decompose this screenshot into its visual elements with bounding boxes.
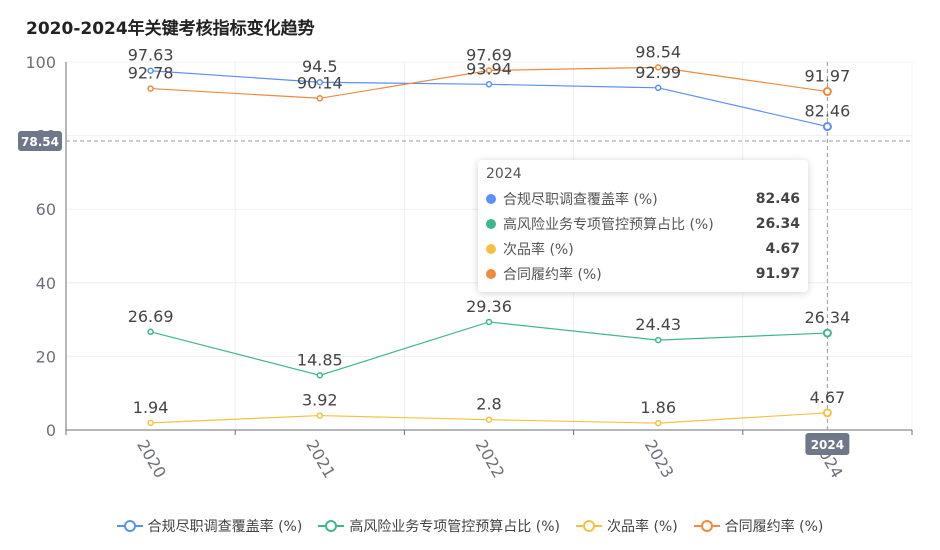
legend-label: 合同履约率 (%) — [724, 519, 824, 535]
data-label: 97.63 — [128, 46, 174, 65]
series-line — [150, 321, 828, 376]
y-tick-label: 20 — [36, 347, 56, 366]
data-label: 93.94 — [466, 59, 512, 78]
tooltip: 2024 合规尽职调查覆盖率 (%) 82.46 高风险业务专项管控预算占比 (… — [478, 160, 808, 292]
data-point — [147, 419, 154, 427]
data-label: 90.14 — [297, 73, 343, 92]
data-point — [147, 67, 154, 74]
data-label: 26.34 — [804, 308, 850, 327]
legend-line-icon — [318, 520, 345, 532]
crosshair-y-label: 78.54 — [21, 135, 59, 149]
data-label: 92.78 — [128, 64, 174, 83]
data-point — [822, 87, 832, 97]
x-tick-label: 2022 — [472, 437, 509, 482]
data-label: 91.97 — [804, 67, 850, 86]
data-label: 98.54 — [635, 42, 681, 61]
line-chart[interactable]: 02040608010020202021202220232024 78.5420… — [0, 0, 940, 510]
data-label: 1.86 — [640, 398, 676, 417]
crosshair-y-badge — [18, 130, 62, 151]
data-point — [485, 416, 493, 423]
chart-title: 2020-2024年关键考核指标变化趋势 — [26, 19, 315, 39]
data-label: 97.69 — [466, 46, 512, 65]
tooltip-row-name: 合同履约率 (%) — [503, 266, 602, 283]
legend-line-icon — [116, 520, 143, 532]
data-label: 26.69 — [128, 307, 174, 326]
legend-label: 合规尽职调查覆盖率 (%) — [147, 519, 303, 535]
tooltip-row: 合同履约率 (%) 91.97 — [486, 261, 800, 286]
tooltip-row-value: 4.67 — [765, 240, 800, 257]
crosshair: 78.54 2024 — [18, 62, 912, 455]
tooltip-row-name: 合规尽职调查覆盖率 (%) — [503, 191, 658, 208]
data-point — [147, 328, 154, 336]
data-label: 3.92 — [302, 391, 338, 410]
y-tick-label: 60 — [36, 200, 56, 219]
x-tick-label: 2021 — [302, 437, 339, 482]
tooltip-row-value: 26.34 — [755, 215, 800, 232]
data-label: 94.5 — [302, 57, 338, 76]
data-point — [485, 318, 493, 326]
y-tick-label: 0 — [46, 421, 56, 440]
data-point — [654, 336, 662, 344]
x-tick-label: 2020 — [133, 437, 170, 482]
tooltip-header: 2024 — [486, 166, 522, 182]
legend-item[interactable]: 次品率 (%) — [576, 516, 678, 536]
data-label: 14.85 — [297, 350, 343, 369]
legend-item[interactable]: 合同履约率 (%) — [693, 516, 824, 536]
legend-label: 次品率 (%) — [607, 519, 678, 535]
tooltip-row-name: 次品率 (%) — [503, 241, 574, 258]
data-label: 82.46 — [804, 102, 850, 121]
tooltip-row: 高风险业务专项管控预算占比 (%) 26.34 — [486, 211, 800, 236]
data-point — [654, 419, 662, 427]
crosshair-x-label: 2024 — [811, 438, 844, 452]
data-point — [654, 64, 662, 71]
data-point — [485, 81, 493, 88]
tooltip-row: 合规尽职调查覆盖率 (%) 82.46 — [486, 186, 800, 211]
data-label: 92.99 — [635, 63, 681, 82]
data-point — [147, 85, 154, 92]
tooltip-dot-icon — [486, 268, 496, 279]
tooltip-dot-icon — [486, 218, 496, 229]
tooltip-row-name: 高风险业务专项管控预算占比 (%) — [503, 216, 714, 233]
data-labels: 97.63 94.5 93.94 92.99 82.46 26.69 14.85 29.36 2… — [128, 42, 851, 417]
data-label: 2.8 — [476, 395, 501, 414]
data-point — [316, 412, 324, 419]
data-point — [316, 78, 324, 86]
legend-line-icon — [576, 520, 602, 532]
legend: 合规尽职调查覆盖率 (%) 高风险业务专项管控预算占比 (%) 次品率 (%) … — [0, 516, 940, 536]
legend-item[interactable]: 高风险业务专项管控预算占比 (%) — [318, 516, 560, 536]
data-point — [485, 67, 493, 74]
data-label: 1.94 — [133, 398, 169, 417]
series-line — [150, 70, 828, 128]
data-point — [316, 372, 324, 379]
tooltip-dot-icon — [486, 193, 496, 204]
x-tick-label: 2023 — [641, 437, 678, 482]
data-label: 4.67 — [810, 388, 846, 407]
tooltip-row-value: 91.97 — [755, 265, 800, 282]
crosshair-x-badge — [805, 433, 850, 455]
data-point — [316, 95, 324, 102]
y-tick-label: 100 — [25, 53, 56, 72]
data-label: 24.43 — [635, 315, 681, 334]
data-point — [654, 84, 662, 92]
legend-item[interactable]: 合规尽职调查覆盖率 (%) — [116, 516, 303, 536]
data-label: 29.36 — [466, 297, 512, 316]
legend-label: 高风险业务专项管控预算占比 (%) — [349, 519, 560, 535]
y-tick-label: 40 — [36, 274, 56, 293]
tooltip-dot-icon — [486, 243, 496, 254]
data-point — [822, 328, 832, 338]
series-group — [147, 64, 832, 427]
tooltip-row-value: 82.46 — [755, 190, 800, 207]
legend-line-icon — [693, 520, 720, 532]
data-point — [822, 122, 832, 132]
data-point — [822, 408, 832, 418]
tooltip-row: 次品率 (%) 4.67 — [486, 236, 800, 261]
